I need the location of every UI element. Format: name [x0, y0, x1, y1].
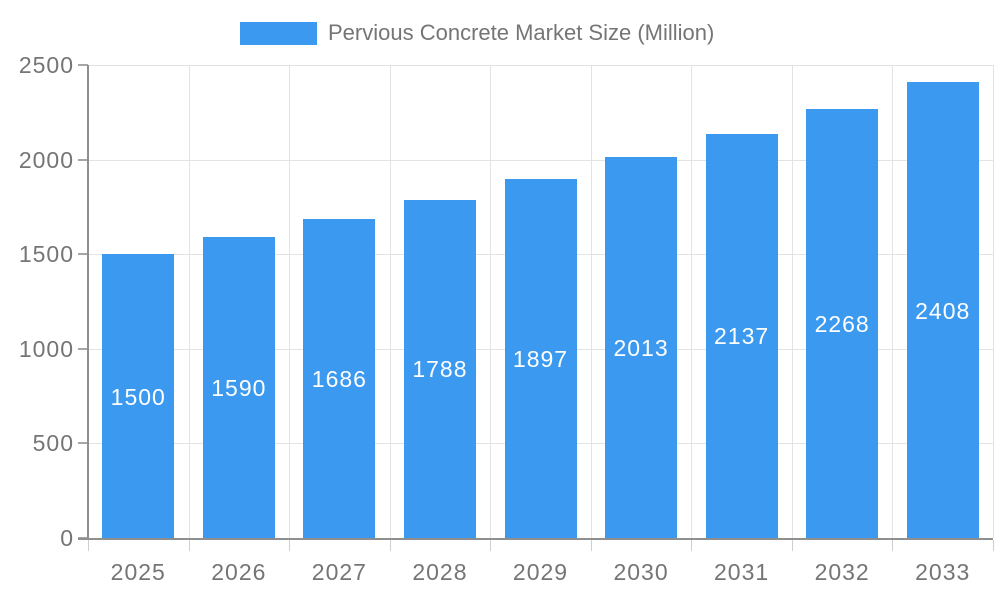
gridline-v [490, 65, 492, 538]
x-axis-label-2025: 2025 [110, 559, 166, 585]
x-axis-tick [691, 540, 693, 551]
bar-2030[interactable]: 2013 [605, 157, 678, 540]
gridline-v [289, 65, 291, 538]
y-axis-label-2500: 2500 [18, 52, 74, 78]
x-axis-label-2032: 2032 [814, 559, 870, 585]
y-axis-tick [78, 158, 88, 161]
bar-value-label: 1897 [512, 346, 569, 373]
x-axis-tick [590, 540, 592, 551]
bar-value-label: 2268 [814, 310, 870, 337]
x-axis-label-2030: 2030 [613, 559, 669, 585]
y-axis-label-1000: 1000 [18, 335, 74, 362]
gridline-h-2500 [88, 65, 993, 66]
x-axis-line [78, 538, 993, 540]
bar-value-label: 1590 [211, 375, 267, 402]
x-axis-tick [389, 540, 391, 551]
bar-value-label: 1500 [110, 383, 166, 410]
y-axis-tick [78, 253, 88, 256]
x-axis-label-2028: 2028 [412, 559, 468, 585]
bar-value-label: 2408 [915, 297, 971, 324]
gridline-h-2000 [88, 159, 993, 161]
x-axis-label-2029: 2029 [512, 559, 569, 585]
x-axis-tick [993, 540, 994, 551]
bar-value-label: 2013 [613, 335, 669, 362]
bar-value-label: 2137 [714, 323, 770, 350]
bar-2026[interactable]: 1590 [202, 237, 275, 540]
bar-2028[interactable]: 1788 [403, 199, 476, 540]
y-axis-label-500: 500 [32, 430, 74, 457]
bar-2027[interactable]: 1686 [303, 219, 376, 540]
x-axis-label-2031: 2031 [714, 559, 770, 585]
x-axis-tick [289, 540, 291, 551]
y-axis-tick [78, 442, 88, 445]
legend-label: Pervious Concrete Market Size (Million) [328, 20, 715, 45]
legend-swatch-icon [240, 21, 317, 45]
y-axis-line [87, 65, 89, 540]
gridline-v [791, 65, 793, 538]
bar-2029[interactable]: 1897 [504, 179, 577, 540]
y-axis-label-2000: 2000 [18, 146, 74, 173]
y-axis-label-1500: 1500 [18, 241, 74, 268]
x-axis-label-2026: 2026 [211, 559, 267, 585]
x-axis-label-2033: 2033 [915, 559, 971, 585]
bar-2033[interactable]: 2408 [906, 82, 979, 540]
gridline-v [188, 65, 190, 538]
legend-item[interactable]: Pervious Concrete Market Size (Million) [240, 20, 714, 46]
bar-value-label: 1788 [412, 356, 468, 383]
bar-2025[interactable]: 1500 [102, 254, 175, 540]
x-axis-label-2027: 2027 [311, 559, 367, 585]
y-axis-tick [78, 347, 88, 350]
gridline-v [691, 65, 693, 538]
bar-value-label: 1686 [311, 365, 367, 392]
y-axis-label-0: 0 [60, 525, 74, 551]
gridline-v [892, 65, 894, 538]
x-axis-tick [188, 540, 190, 551]
x-axis-tick [490, 540, 492, 551]
x-axis-tick [892, 540, 894, 551]
gridline-v [389, 65, 391, 538]
y-axis-tick [78, 64, 88, 66]
gridline-v [993, 65, 994, 538]
bar-2031[interactable]: 2137 [705, 133, 778, 540]
bar-2032[interactable]: 2268 [806, 108, 879, 540]
x-axis-tick [88, 540, 89, 551]
gridline-v [590, 65, 592, 538]
x-axis-tick [791, 540, 793, 551]
